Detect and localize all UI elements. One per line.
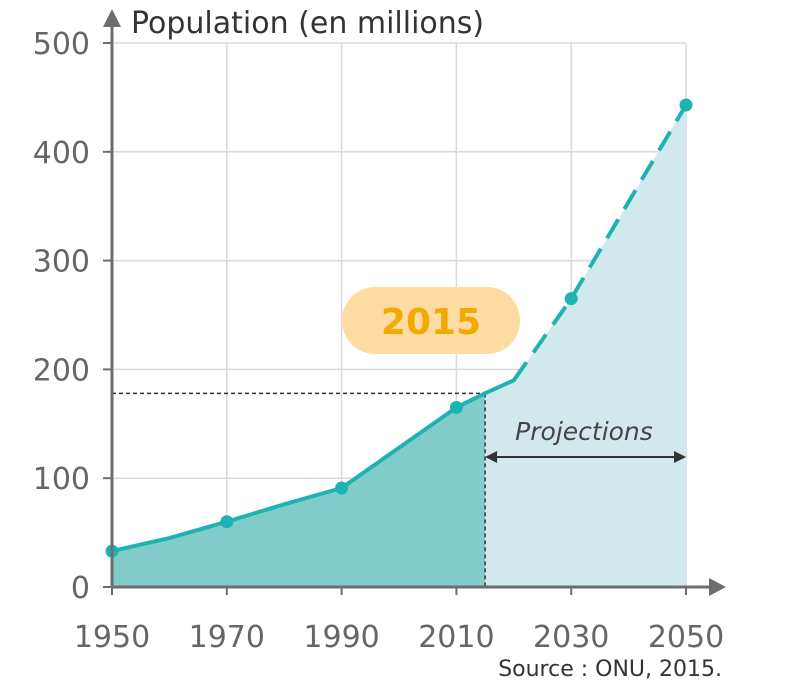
x-tick-label-2010: 2010	[418, 620, 494, 655]
data-points	[105, 98, 693, 558]
projections-arrowhead-left	[485, 451, 498, 463]
source-note: Source : ONU, 2015.	[498, 657, 722, 682]
x-tick-labels: 1950 1970 1990 2010 2030 2050	[74, 620, 724, 655]
y-tick-labels: 0 100 200 300 400 500	[33, 27, 90, 606]
y-tick-label-400: 400	[33, 136, 90, 171]
highlight-badge-label: 2015	[381, 302, 481, 343]
highlight-badge: 2015	[342, 287, 520, 354]
data-point-1970	[220, 515, 234, 529]
y-tick-label-500: 500	[33, 27, 90, 62]
axes	[103, 9, 726, 596]
x-tick-label-1990: 1990	[303, 620, 379, 655]
data-point-2050	[679, 98, 693, 112]
guide-lines-2015	[112, 392, 486, 587]
projections-arrowhead-right	[674, 451, 686, 463]
projection-line	[512, 103, 688, 382]
y-axis-arrowhead	[103, 9, 121, 27]
highlight-badge-background	[342, 287, 520, 354]
data-point-2030	[564, 292, 578, 306]
x-axis-arrowhead	[709, 578, 726, 596]
data-point-1990	[335, 481, 349, 495]
projections-label: Projections	[515, 417, 653, 446]
area-fills	[112, 105, 686, 588]
data-point-2010	[449, 400, 463, 414]
y-tick-label-0: 0	[71, 571, 90, 606]
projections-annotation: Projections	[485, 417, 686, 463]
projection-area	[485, 105, 686, 588]
y-tick-label-200: 200	[33, 353, 90, 388]
y-axis-label: Population (en millions)	[131, 6, 484, 41]
y-tick-label-100: 100	[33, 462, 90, 497]
x-tick-label-1970: 1970	[189, 620, 265, 655]
y-tick-label-300: 300	[33, 245, 90, 280]
x-tick-label-1950: 1950	[74, 620, 150, 655]
observed-area	[112, 393, 486, 587]
x-tick-label-2030: 2030	[533, 620, 609, 655]
x-tick-label-2050: 2050	[648, 620, 724, 655]
